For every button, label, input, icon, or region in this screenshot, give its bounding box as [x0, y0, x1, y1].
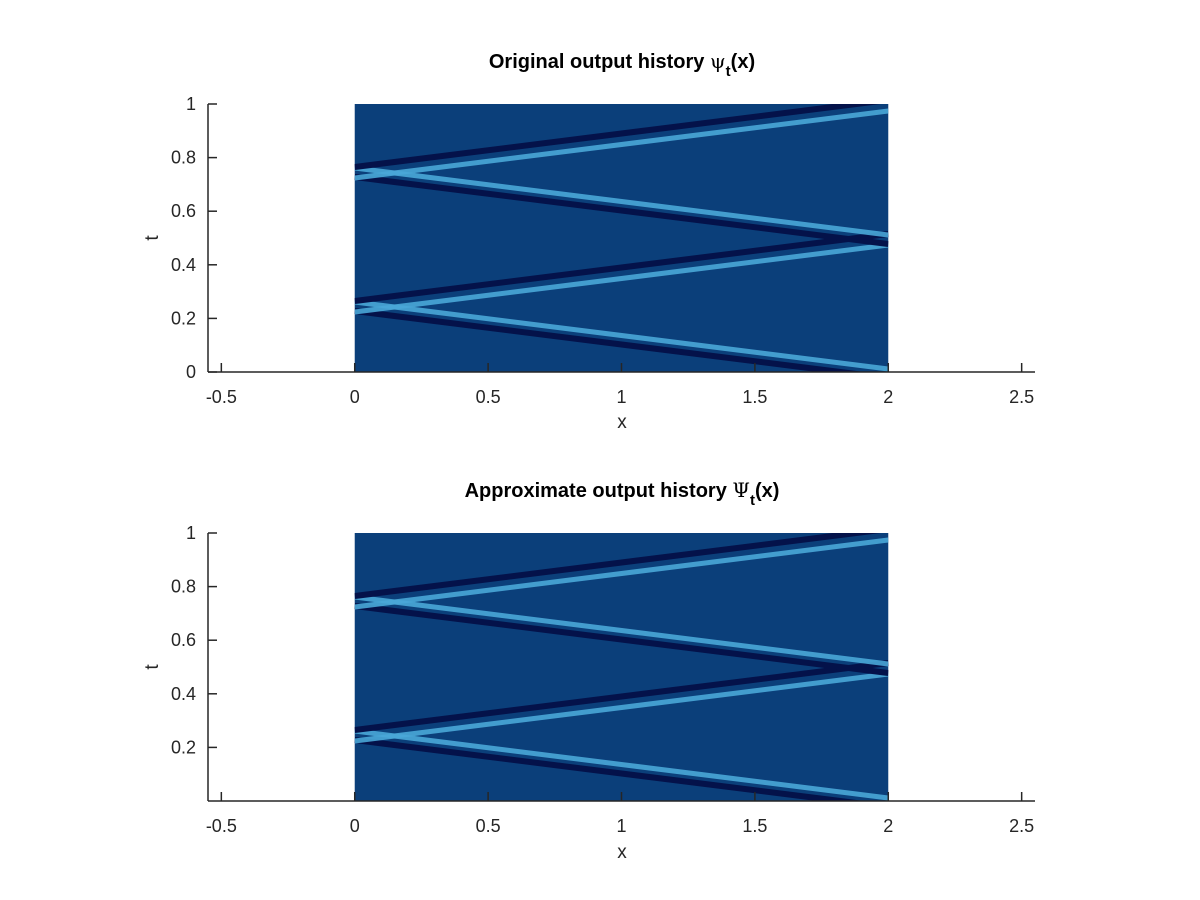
bottom-y-tick-label: 0.4: [171, 684, 196, 704]
bottom-x-tick-label: 0.5: [476, 816, 501, 836]
top-band-1-light-trace: [354, 242, 889, 315]
bottom-band-3-light-trace: [354, 537, 889, 610]
bottom-x-tick-label: 2.5: [1009, 816, 1034, 836]
bottom-band-0-light-trace: [354, 728, 889, 801]
bottom-x-tick-label: 1: [616, 816, 626, 836]
top-x-tick-label: 2.5: [1009, 387, 1034, 407]
bottom-band-3-dark-trace: [354, 533, 881, 599]
bottom-plot-title: Approximate output history Ψt(x): [465, 478, 780, 509]
top-y-tick-label: 0.4: [171, 255, 196, 275]
bottom-band-2-dark-trace: [354, 603, 889, 676]
top-band-0-light-trace: [354, 299, 889, 372]
top-x-tick-label: 0.5: [476, 387, 501, 407]
top-y-tick-label: 0: [186, 362, 196, 382]
bottom-x-tick-label: 1.5: [742, 816, 767, 836]
top-x-tick-label: 1.5: [742, 387, 767, 407]
top-y-axis-label: t: [142, 235, 163, 241]
top-band-2-dark-trace: [354, 174, 889, 247]
top-y-tick-label: 1: [186, 94, 196, 114]
bottom-y-tick-label: 0.2: [171, 737, 196, 757]
top-band-3-light-trace: [354, 108, 889, 181]
bottom-axes: -0.5 0 0.5 1 1.5 2 2.5 0.2 0.4 0.6 0.8 1: [171, 523, 1035, 836]
top-band-3-dark-trace: [354, 104, 881, 170]
top-band-2-light-trace: [354, 165, 889, 238]
top-axes: -0.5 0 0.5 1 1.5 2 2.5 0 0.2 0.4 0.6 0.8 1: [171, 94, 1035, 407]
bottom-subplot: Approximate output history Ψt(x) -0.5 0 0.…: [142, 478, 1035, 863]
top-y-tick-label: 0.6: [171, 201, 196, 221]
top-x-tick-label: 0: [350, 387, 360, 407]
top-x-tick-label: 1: [616, 387, 626, 407]
top-x-tick-label: 2: [883, 387, 893, 407]
top-x-tick-label: -0.5: [206, 387, 237, 407]
top-subplot: Original output history ψt(x) -0.5 0 0.5 1 1…: [142, 49, 1035, 433]
top-band-1-dark-trace: [354, 231, 889, 304]
top-plot-title: Original output history ψt(x): [489, 49, 755, 80]
bottom-x-axis-label: x: [617, 842, 627, 863]
top-y-tick-label: 0.2: [171, 308, 196, 328]
bottom-x-tick-label: 2: [883, 816, 893, 836]
bottom-heatmap-field: [354, 533, 889, 801]
bottom-x-tick-label: -0.5: [206, 816, 237, 836]
bottom-band-1-dark-trace: [354, 660, 889, 733]
top-heatmap: [354, 104, 889, 372]
bottom-band-0-dark-trace: [354, 737, 865, 801]
bottom-y-tick-label: 0.6: [171, 630, 196, 650]
top-band-0-dark-trace: [354, 308, 865, 372]
top-x-axis-label: x: [617, 412, 627, 433]
bottom-band-1-light-trace: [354, 671, 889, 744]
bottom-x-tick-label: 0: [350, 816, 360, 836]
bottom-heatmap: [354, 533, 889, 801]
top-heatmap-field: [354, 104, 889, 372]
bottom-y-axis-label: t: [142, 664, 163, 670]
top-y-tick-label: 0.8: [171, 148, 196, 168]
bottom-y-tick-label: 0.8: [171, 577, 196, 597]
bottom-band-2-light-trace: [354, 594, 889, 667]
bottom-y-tick-label: 1: [186, 523, 196, 543]
